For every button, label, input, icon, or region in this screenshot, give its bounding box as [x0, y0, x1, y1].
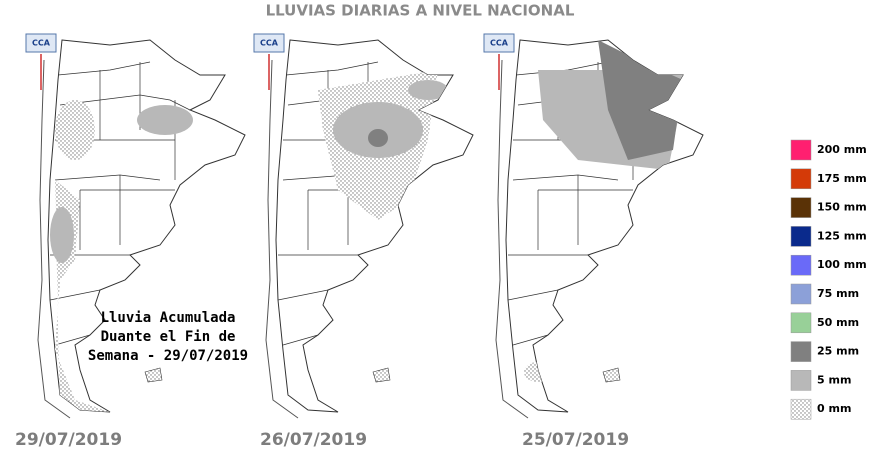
logo: CCA	[32, 39, 51, 48]
legend-swatch	[790, 168, 812, 190]
legend-swatch	[790, 370, 812, 391]
legend-label: 75 mm	[817, 287, 859, 300]
legend-swatch	[790, 197, 812, 218]
legend: 200 mm 175 mm 150 mm 125 mm 100 mm 75 mm 50 mm…	[790, 139, 867, 420]
logo: CCA	[490, 39, 509, 48]
legend-label: 25 mm	[817, 345, 859, 358]
legend-label: 50 mm	[817, 316, 859, 329]
legend-label: 5 mm	[817, 373, 851, 386]
caption: Lluvia Acumulada	[101, 310, 236, 326]
caption: Duante el Fin de	[101, 329, 236, 345]
legend-swatch	[790, 139, 812, 161]
legend-label: 150 mm	[817, 201, 867, 214]
map: CCA	[25, 33, 246, 419]
logo: CCA	[260, 39, 279, 48]
logo-box	[253, 33, 285, 53]
legend-swatch	[790, 283, 812, 305]
logo-box	[25, 33, 57, 53]
caption: Semana - 29/07/2019	[88, 348, 248, 364]
map: CCA	[483, 33, 704, 419]
legend-label: 200 mm	[817, 143, 867, 156]
legend-swatch	[790, 226, 812, 247]
date: 25/07/2019	[522, 430, 629, 450]
legend-label: 125 mm	[817, 229, 867, 242]
legend-swatch	[790, 398, 812, 420]
title: LLUVIAS DIARIAS A NIVEL NACIONAL	[266, 2, 575, 20]
legend-label: 100 mm	[817, 258, 867, 271]
legend-label: 0 mm	[817, 402, 851, 415]
legend-swatch	[790, 312, 812, 334]
legend-swatch	[790, 341, 812, 362]
date: 26/07/2019	[260, 430, 367, 450]
legend-label: 175 mm	[817, 172, 867, 185]
logo-box	[483, 33, 515, 53]
map: CCA	[253, 33, 474, 419]
legend-swatch	[790, 254, 812, 276]
date: 29/07/2019	[15, 430, 122, 450]
